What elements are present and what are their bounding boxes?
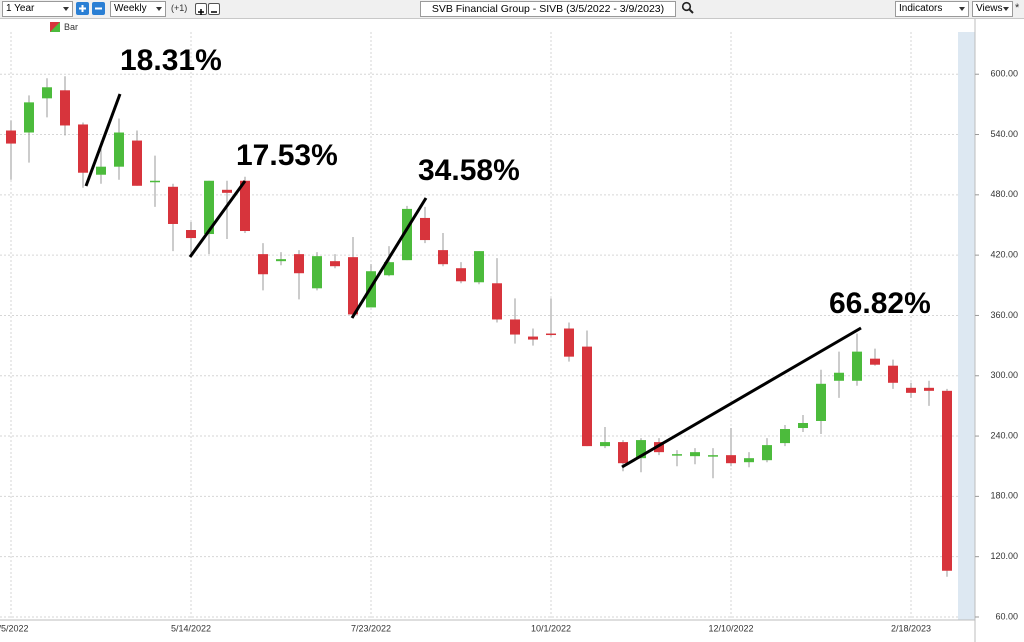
candle-body — [276, 259, 286, 262]
y-tick-label: 180.00 — [990, 491, 1018, 501]
candle-body — [348, 257, 358, 315]
candle-body — [834, 372, 844, 381]
indicators-select[interactable]: Indicators — [895, 1, 969, 17]
annotation: 17.53% — [236, 139, 338, 172]
candle-body — [798, 422, 808, 429]
candle-body — [492, 283, 502, 320]
candle-body — [672, 454, 682, 456]
views-marker: * — [1015, 2, 1020, 14]
candle-body — [312, 256, 322, 289]
x-tick-label: 10/1/2022 — [531, 623, 571, 633]
candle-body — [888, 365, 898, 383]
candle-body — [510, 319, 520, 335]
candle-body — [528, 336, 538, 340]
legend-label: Bar — [64, 22, 78, 32]
zoom-in-button[interactable] — [76, 2, 89, 15]
offset-plus-button[interactable] — [195, 3, 207, 15]
candle-body — [42, 87, 52, 99]
candle-body — [240, 180, 250, 232]
x-tick-label: 2/18/2023 — [891, 623, 931, 633]
candle-body — [564, 328, 574, 357]
y-tick-label: 360.00 — [990, 310, 1018, 320]
views-select[interactable]: Views — [972, 1, 1013, 17]
search-button[interactable] — [681, 1, 694, 14]
candle-body — [726, 455, 736, 464]
annotation: 18.31% — [120, 44, 222, 77]
candle-body — [384, 262, 394, 276]
toolbar: 1 Year Weekly (+1) SVB Financial Group -… — [0, 0, 1024, 19]
candle-body — [204, 180, 214, 235]
candle-body — [96, 166, 106, 175]
candle-body — [780, 429, 790, 444]
y-tick-label: 60.00 — [995, 611, 1018, 621]
future-area — [958, 32, 975, 620]
candle-body — [636, 440, 646, 459]
candle-body — [150, 180, 160, 183]
candle-body — [870, 358, 880, 365]
y-tick-label: 420.00 — [990, 250, 1018, 260]
candle-body — [114, 132, 124, 167]
trend-line — [188, 180, 247, 258]
candle-body — [708, 455, 718, 457]
candle-body — [60, 90, 70, 126]
x-tick-label: 5/14/2022 — [171, 623, 211, 633]
candle-body — [744, 458, 754, 463]
candle-body — [24, 102, 34, 133]
trend-line — [621, 326, 862, 469]
candle-body — [6, 130, 16, 144]
y-tick-label: 480.00 — [990, 189, 1018, 199]
annotation: 66.82% — [829, 287, 931, 320]
candle-body — [942, 390, 952, 571]
candle-body — [258, 254, 268, 275]
candle-body — [474, 251, 484, 283]
candle-body — [402, 208, 412, 261]
candle-body — [546, 333, 556, 336]
zoom-out-button[interactable] — [92, 2, 105, 15]
interval-label: Weekly — [114, 3, 147, 14]
candle-body — [222, 189, 232, 193]
candle-body — [438, 250, 448, 265]
candle-body — [600, 442, 610, 447]
candle-body — [816, 383, 826, 421]
y-tick-label: 600.00 — [990, 69, 1018, 79]
chart-title: SVB Financial Group - SIVB (3/5/2022 - 3… — [431, 3, 665, 15]
trend-line — [84, 93, 122, 187]
candle-body — [582, 346, 592, 447]
legend-icon-up — [50, 22, 60, 32]
candle-body — [78, 124, 88, 173]
symbol-box[interactable]: SVB Financial Group - SIVB (3/5/2022 - 3… — [420, 1, 676, 17]
period-label: 1 Year — [6, 3, 35, 14]
trend-line — [350, 197, 428, 319]
candle-body — [456, 268, 466, 282]
y-tick-label: 240.00 — [990, 430, 1018, 440]
y-tick-label: 120.00 — [990, 551, 1018, 561]
candle-body — [330, 261, 340, 267]
candle-body — [690, 452, 700, 457]
x-tick-label: 12/10/2022 — [708, 623, 753, 633]
indicators-label: Indicators — [899, 3, 943, 14]
candle-body — [906, 387, 916, 393]
candle-body — [168, 186, 178, 224]
candle-body — [762, 445, 772, 461]
candle-body — [294, 254, 304, 274]
annotation: 34.58% — [418, 154, 520, 187]
candle-body — [186, 230, 196, 239]
candle-body — [132, 140, 142, 186]
offset-label: (+1) — [171, 3, 188, 13]
views-label: Views — [976, 3, 1003, 14]
annotations — [84, 93, 862, 469]
candle-body — [924, 387, 934, 391]
interval-select[interactable]: Weekly — [110, 1, 166, 17]
period-select[interactable]: 1 Year — [2, 1, 73, 17]
x-tick-label: 7/23/2022 — [351, 623, 391, 633]
y-tick-label: 540.00 — [990, 129, 1018, 139]
x-tick-label: 3/5/2022 — [0, 623, 29, 633]
offset-minus-button[interactable] — [208, 3, 220, 15]
candle-body — [852, 351, 862, 381]
y-tick-label: 300.00 — [990, 370, 1018, 380]
candle-body — [618, 442, 628, 464]
candle-body — [420, 217, 430, 241]
